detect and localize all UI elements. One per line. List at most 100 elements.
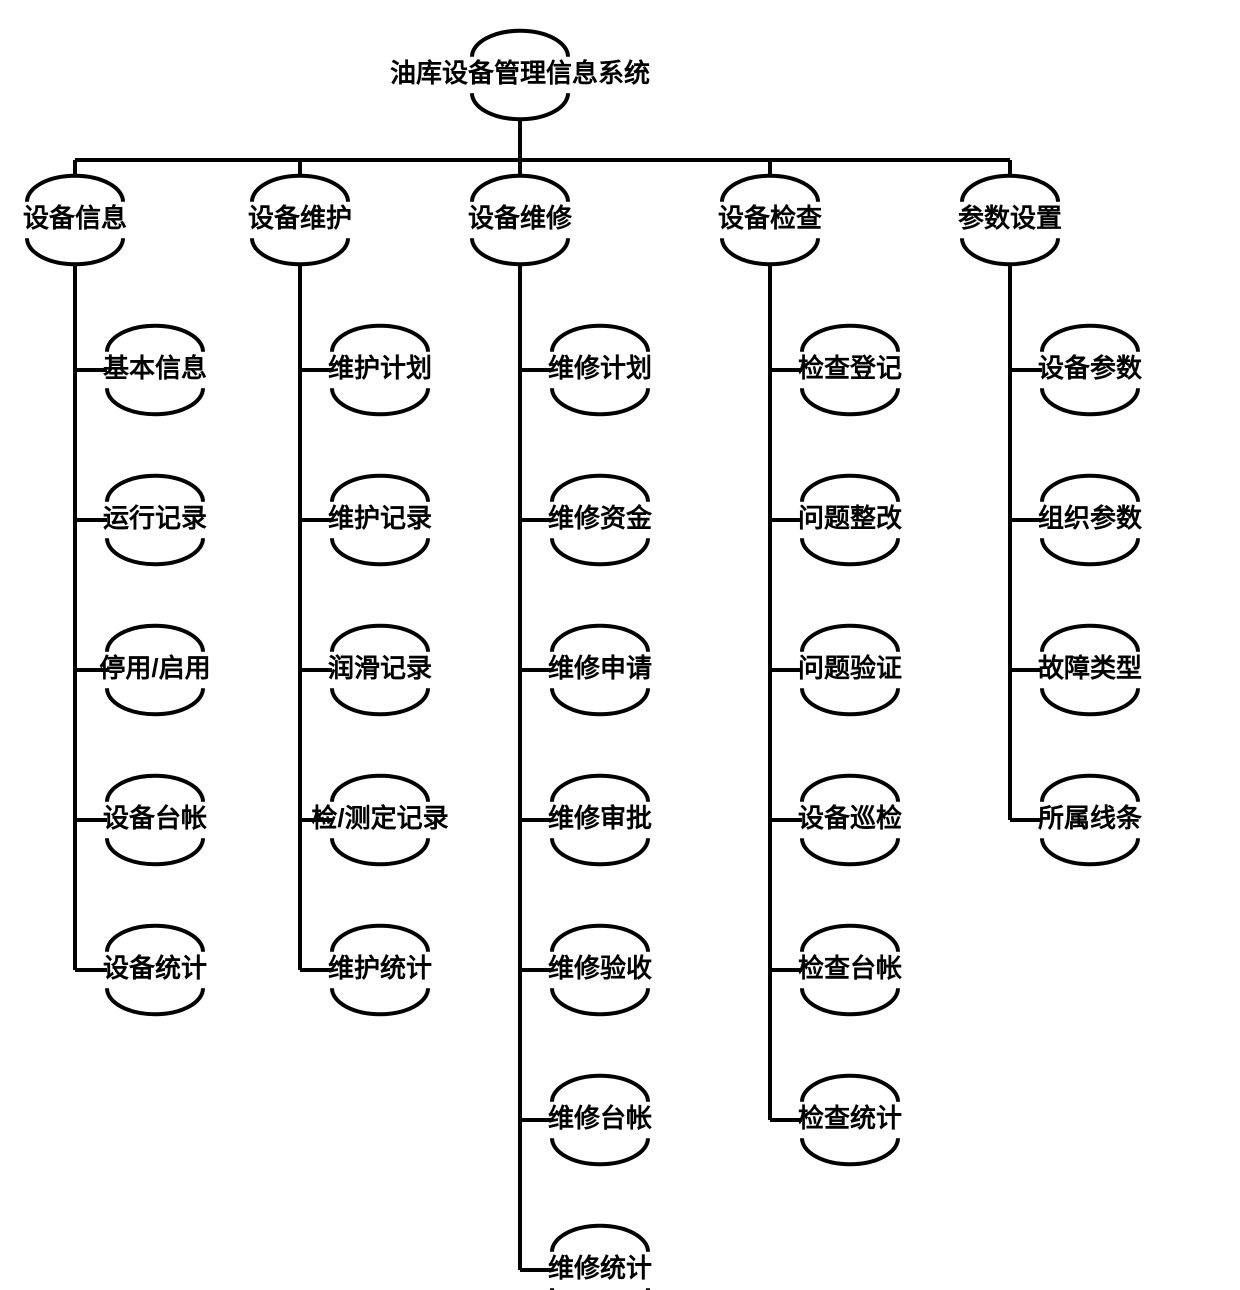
leaf-1-4-label: 维护统计 — [328, 953, 432, 983]
branch-3-top-arc — [722, 176, 818, 202]
leaf-1-0-bottom-arc — [332, 388, 428, 414]
leaf-2-0-top-arc — [552, 326, 648, 352]
leaf-3-4: 检查台帐 — [798, 926, 902, 1014]
branch-1: 设备维护 — [248, 176, 352, 264]
leaf-0-3-bottom-arc — [107, 838, 203, 864]
leaf-2-5-top-arc — [552, 1076, 648, 1102]
leaf-0-2-label: 停用/启用 — [99, 653, 210, 683]
leaf-3-1-bottom-arc — [802, 538, 898, 564]
leaf-2-0: 维修计划 — [548, 326, 652, 414]
leaf-4-3-label: 所属线条 — [1038, 803, 1143, 833]
leaf-4-0-label: 设备参数 — [1038, 353, 1143, 383]
root-node-top-arc — [472, 31, 568, 57]
leaf-2-1-top-arc — [552, 476, 648, 502]
leaf-4-2-bottom-arc — [1042, 688, 1138, 714]
leaf-4-1-bottom-arc — [1042, 538, 1138, 564]
branch-4: 参数设置 — [958, 176, 1062, 264]
leaf-3-0: 检查登记 — [798, 326, 902, 414]
leaf-4-0: 设备参数 — [1038, 326, 1143, 414]
leaf-2-6: 维修统计 — [548, 1226, 652, 1290]
branch-1-top-arc — [252, 176, 348, 202]
branch-0-bottom-arc — [27, 238, 123, 264]
leaf-3-2-label: 问题验证 — [798, 653, 902, 683]
leaf-2-0-bottom-arc — [552, 388, 648, 414]
leaf-2-3-bottom-arc — [552, 838, 648, 864]
leaf-4-0-top-arc — [1042, 326, 1138, 352]
leaf-0-1-bottom-arc — [107, 538, 203, 564]
leaf-3-5-bottom-arc — [802, 1138, 898, 1164]
leaf-1-3-label: 检/测定记录 — [311, 803, 448, 833]
leaf-0-4-bottom-arc — [107, 988, 203, 1014]
branch-3-bottom-arc — [722, 238, 818, 264]
leaf-4-2-label: 故障类型 — [1038, 653, 1142, 683]
leaf-1-4-bottom-arc — [332, 988, 428, 1014]
leaf-3-5-label: 检查统计 — [798, 1103, 902, 1133]
branch-4-bottom-arc — [962, 238, 1058, 264]
leaf-0-0-label: 基本信息 — [103, 353, 207, 383]
leaf-4-3-top-arc — [1042, 776, 1138, 802]
leaf-2-6-top-arc — [552, 1226, 648, 1252]
leaf-3-4-label: 检查台帐 — [798, 953, 902, 983]
leaf-4-1-label: 组织参数 — [1038, 503, 1143, 533]
leaf-3-2: 问题验证 — [798, 626, 902, 714]
leaf-3-3-top-arc — [802, 776, 898, 802]
leaf-1-0-label: 维护计划 — [328, 353, 432, 383]
leaf-4-1: 组织参数 — [1038, 476, 1143, 564]
leaf-2-6-label: 维修统计 — [548, 1253, 652, 1283]
root-node-label: 油库设备管理信息系统 — [390, 58, 650, 88]
leaf-1-2-top-arc — [332, 626, 428, 652]
leaf-1-0: 维护计划 — [328, 326, 432, 414]
leaf-2-3-label: 维修审批 — [548, 803, 652, 833]
leaf-4-2: 故障类型 — [1038, 626, 1142, 714]
leaf-3-3: 设备巡检 — [798, 776, 902, 864]
leaf-0-3-top-arc — [107, 776, 203, 802]
leaf-1-4: 维护统计 — [328, 926, 432, 1014]
leaf-2-2-bottom-arc — [552, 688, 648, 714]
branch-1-label: 设备维护 — [248, 203, 352, 233]
leaf-1-2-label: 润滑记录 — [328, 653, 432, 683]
branch-3: 设备检查 — [718, 176, 822, 264]
leaf-0-2-top-arc — [107, 626, 203, 652]
leaf-0-1-top-arc — [107, 476, 203, 502]
leaf-0-4-top-arc — [107, 926, 203, 952]
leaf-2-1: 维修资金 — [548, 476, 653, 564]
leaf-3-4-bottom-arc — [802, 988, 898, 1014]
leaf-4-3-bottom-arc — [1042, 838, 1138, 864]
branch-2-top-arc — [472, 176, 568, 202]
branch-0: 设备信息 — [23, 176, 127, 264]
root-node-bottom-arc — [472, 93, 568, 119]
leaf-1-3-bottom-arc — [332, 838, 428, 864]
leaf-1-2: 润滑记录 — [328, 626, 432, 714]
leaf-4-1-top-arc — [1042, 476, 1138, 502]
leaf-2-4-bottom-arc — [552, 988, 648, 1014]
leaf-3-3-label: 设备巡检 — [798, 803, 902, 833]
branch-0-label: 设备信息 — [23, 203, 127, 233]
leaf-3-1-top-arc — [802, 476, 898, 502]
leaf-3-4-top-arc — [802, 926, 898, 952]
branch-2-bottom-arc — [472, 238, 568, 264]
leaf-2-5-label: 维修台帐 — [548, 1103, 652, 1133]
leaf-0-0-bottom-arc — [107, 388, 203, 414]
root-node: 油库设备管理信息系统 — [390, 31, 650, 119]
branch-0-top-arc — [27, 176, 123, 202]
leaf-3-1-label: 问题整改 — [798, 503, 902, 533]
branch-4-label: 参数设置 — [958, 203, 1062, 233]
hierarchy-diagram: 油库设备管理信息系统设备信息基本信息运行记录停用/启用设备台帐设备统计 设备维护维… — [0, 0, 1240, 1290]
leaf-0-4-label: 设备统计 — [103, 953, 207, 983]
leaf-2-3-top-arc — [552, 776, 648, 802]
leaf-1-2-bottom-arc — [332, 688, 428, 714]
leaf-2-2-label: 维修申请 — [548, 653, 652, 683]
leaf-2-4-top-arc — [552, 926, 648, 952]
branch-2-label: 设备维修 — [468, 203, 573, 233]
leaf-3-5-top-arc — [802, 1076, 898, 1102]
leaf-0-2-bottom-arc — [107, 688, 203, 714]
leaf-0-0: 基本信息 — [103, 326, 207, 414]
leaf-0-0-top-arc — [107, 326, 203, 352]
leaf-1-1: 维护记录 — [328, 476, 432, 564]
leaf-0-1: 运行记录 — [103, 476, 207, 564]
leaf-1-4-top-arc — [332, 926, 428, 952]
leaf-2-1-label: 维修资金 — [548, 503, 653, 533]
branch-4-top-arc — [962, 176, 1058, 202]
branch-3-label: 设备检查 — [718, 203, 822, 233]
leaf-0-3-label: 设备台帐 — [103, 803, 207, 833]
